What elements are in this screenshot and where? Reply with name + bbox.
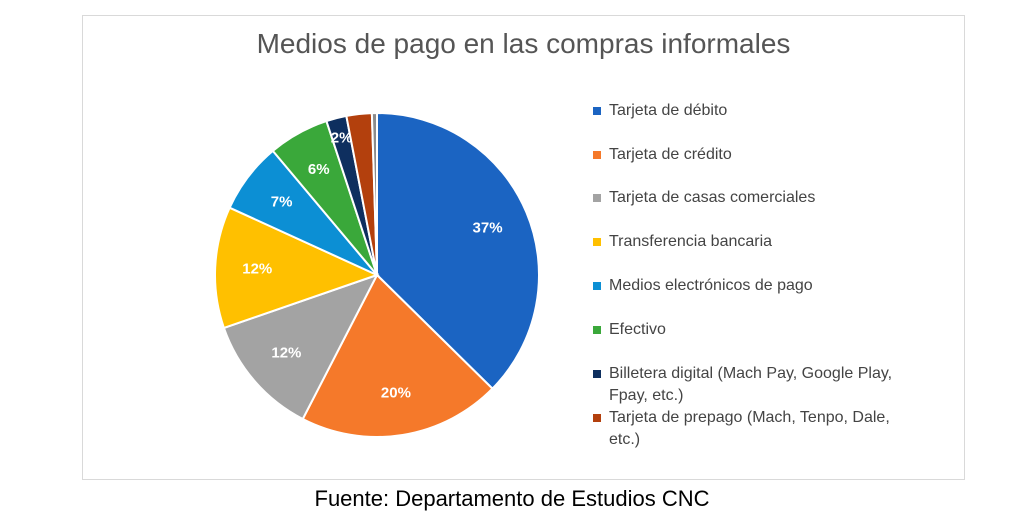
legend-item: Efectivo — [593, 319, 923, 341]
legend-label: Tarjeta de prepago (Mach, Tenpo, Dale, e… — [609, 409, 890, 448]
legend-label: Tarjeta de casas comerciales — [609, 189, 816, 206]
pie-slice — [370, 111, 378, 276]
legend-swatch — [593, 107, 601, 115]
legend-item: Tarjeta de débito — [593, 100, 923, 122]
legend-item: Tarjeta de prepago (Mach, Tenpo, Dale, e… — [593, 407, 923, 451]
legend-item: Medios electrónicos de pago — [593, 275, 923, 297]
data-label: 7% — [271, 193, 293, 210]
legend-label: Billetera digital (Mach Pay, Google Play… — [609, 365, 893, 404]
legend-label: Transferencia bancaria — [609, 233, 773, 250]
data-label: 37% — [473, 220, 503, 237]
legend: Tarjeta de débito Tarjeta de crédito Tarje… — [593, 100, 923, 451]
legend-swatch — [593, 238, 601, 246]
legend-swatch — [593, 194, 601, 202]
legend-swatch — [593, 282, 601, 290]
data-label: 2% — [331, 130, 353, 147]
pie-slice — [222, 273, 380, 421]
data-label: 12% — [242, 260, 272, 277]
legend-item: Tarjeta de casas comerciales — [593, 187, 923, 209]
data-label: 6% — [308, 161, 330, 178]
legend-item: Transferencia bancaria — [593, 231, 923, 253]
pie-slice — [301, 273, 494, 438]
legend-swatch — [593, 326, 601, 334]
legend-swatch — [593, 151, 601, 159]
pie-slice — [214, 206, 380, 330]
legend-label: Tarjeta de crédito — [609, 146, 732, 163]
legend-item: Billetera digital (Mach Pay, Google Play… — [593, 363, 923, 407]
legend-item: Tarjeta de crédito — [593, 144, 923, 166]
legend-swatch — [593, 370, 601, 378]
legend-label: Efectivo — [609, 321, 666, 338]
chart-title: Medios de pago en las compras informales — [256, 28, 791, 59]
legend-label: Tarjeta de débito — [609, 102, 728, 119]
legend-label: Medios electrónicos de pago — [609, 277, 813, 294]
chart-frame — [82, 15, 965, 480]
legend-swatch — [593, 414, 601, 422]
source-note: Fuente: Departamento de Estudios CNC — [314, 486, 710, 511]
data-label: 20% — [381, 384, 411, 401]
data-label: 12% — [271, 344, 301, 361]
pie-slice — [376, 111, 540, 391]
